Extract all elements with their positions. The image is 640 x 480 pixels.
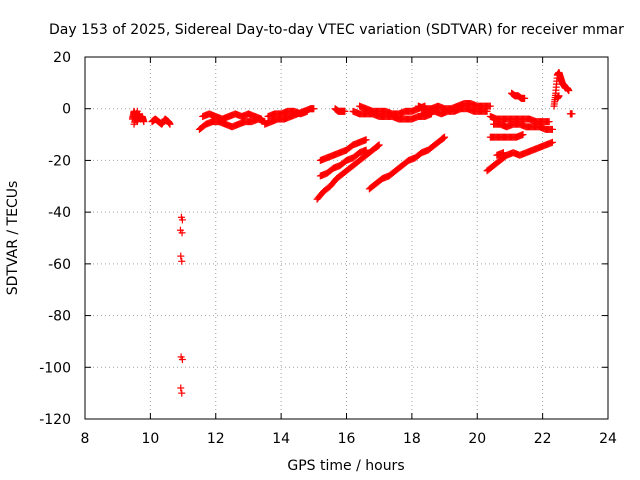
- data-point: [178, 216, 186, 224]
- data-point: [178, 257, 186, 265]
- data-point: [178, 389, 186, 397]
- data-point: [324, 184, 332, 192]
- plot-frame: [84, 56, 609, 420]
- x-axis-label: GPS time / hours: [287, 458, 404, 474]
- data-point: [568, 110, 576, 118]
- data-point: [166, 120, 174, 128]
- x-tick-label: 10: [141, 431, 159, 447]
- chart-title: Day 153 of 2025, Sidereal Day-to-day VTE…: [49, 22, 624, 38]
- data-point: [485, 102, 493, 110]
- series-group: [486, 131, 527, 141]
- tick-labels: 8 10 12 14 16 18 20 22 24 -120 -100 -80 -60 -40 -20 0 20: [39, 50, 617, 447]
- y-tick-label: -40: [48, 205, 71, 221]
- data-point: [520, 94, 528, 102]
- data-point: [256, 115, 264, 123]
- x-tick-label: 12: [207, 431, 225, 447]
- y-tick-label: 0: [62, 102, 71, 118]
- x-tick-label: 8: [81, 431, 90, 447]
- data-point: [565, 86, 573, 94]
- x-tick-label: 22: [534, 431, 552, 447]
- y-tick-label: 20: [53, 50, 71, 66]
- data-point: [361, 136, 369, 144]
- data-point: [375, 141, 383, 149]
- data-point: [317, 190, 325, 198]
- data-point: [518, 131, 526, 139]
- data-point: [177, 252, 185, 260]
- series-group: [313, 141, 383, 203]
- y-tick-label: -20: [48, 153, 71, 169]
- data-point: [178, 356, 186, 364]
- series-group: [365, 133, 449, 193]
- series-group: [550, 69, 576, 118]
- data-point: [140, 117, 148, 125]
- x-tick-label: 20: [468, 431, 486, 447]
- series-group: [483, 138, 556, 175]
- data-point: [547, 139, 555, 147]
- y-tick-label: -60: [48, 257, 71, 273]
- y-tick-label: -120: [39, 412, 71, 428]
- x-tick-label: 14: [272, 431, 290, 447]
- data-point: [178, 229, 186, 237]
- x-tick-label: 24: [599, 431, 617, 447]
- y-axis-label: SDTVAR / TECUs: [5, 181, 21, 296]
- series-group: [486, 112, 553, 126]
- x-tick-label: 18: [403, 431, 421, 447]
- data-point: [498, 149, 506, 157]
- series-group: [261, 105, 318, 128]
- series-group: [331, 105, 349, 115]
- series-group: [195, 110, 269, 133]
- data-point: [302, 108, 310, 116]
- series-group: [508, 89, 529, 102]
- data-point: [555, 92, 563, 100]
- data-point: [544, 118, 552, 126]
- data-point: [440, 134, 448, 142]
- data-point: [331, 177, 339, 185]
- x-tick-label: 16: [338, 431, 356, 447]
- data-point: [547, 125, 555, 133]
- series-group: [148, 115, 174, 128]
- data-point: [482, 107, 490, 115]
- series-group: [414, 100, 494, 118]
- data-point: [309, 105, 317, 113]
- data-point: [177, 384, 185, 392]
- series-group: [490, 120, 556, 133]
- series-group: [176, 213, 186, 397]
- data-points: [128, 69, 576, 397]
- data-point: [340, 107, 348, 115]
- data-point: [133, 109, 141, 117]
- series-group: [128, 107, 148, 128]
- y-tick-label: -100: [39, 360, 71, 376]
- y-tick-label: -80: [48, 309, 71, 325]
